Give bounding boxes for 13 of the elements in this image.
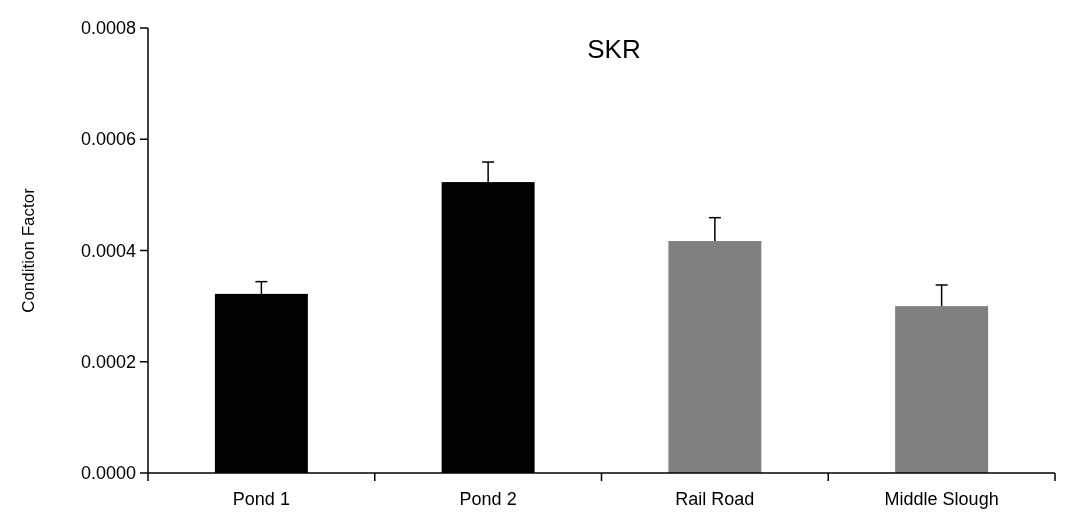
bar bbox=[668, 241, 762, 473]
bar bbox=[895, 306, 989, 473]
x-tick-label: Middle Slough bbox=[884, 489, 999, 509]
x-tick-label: Rail Road bbox=[675, 489, 755, 509]
x-tick-label: Pond 1 bbox=[232, 489, 290, 509]
y-tick-label: 0.0002 bbox=[80, 351, 136, 372]
y-tick-label: 0.0006 bbox=[80, 129, 136, 150]
x-tick-label: Pond 2 bbox=[459, 489, 517, 509]
y-tick-label: 0.0004 bbox=[80, 240, 136, 261]
y-axis-title: Condition Factor bbox=[18, 187, 38, 313]
y-tick-label: 0.0008 bbox=[80, 18, 136, 38]
y-tick-label: 0.0000 bbox=[80, 463, 136, 483]
chart-title: SKR bbox=[587, 34, 641, 64]
